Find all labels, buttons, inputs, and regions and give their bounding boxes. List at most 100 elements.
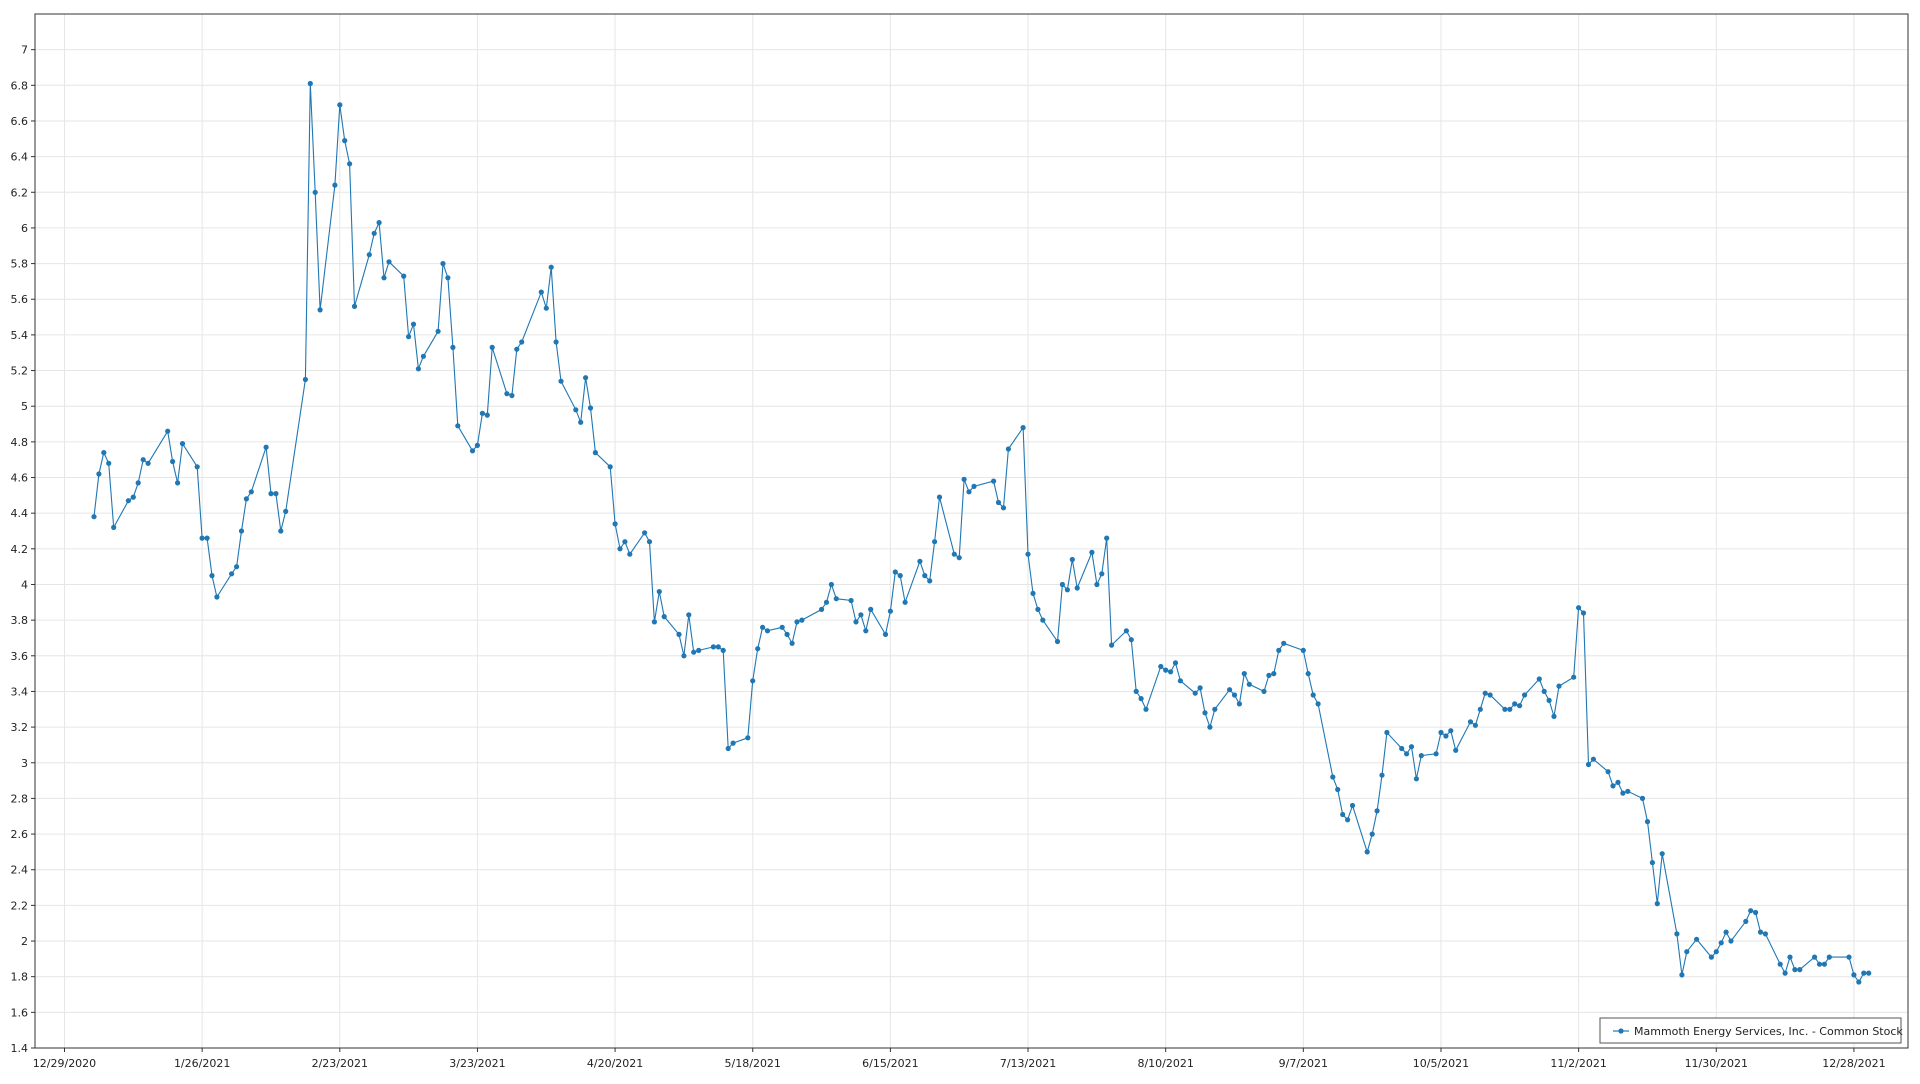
- data-point: [1030, 590, 1036, 597]
- data-point: [612, 521, 618, 527]
- data-point: [1020, 425, 1026, 431]
- data-point: [1708, 954, 1714, 960]
- data-point: [1590, 756, 1596, 762]
- data-point: [543, 305, 549, 311]
- y-tick-label: 5.2: [11, 365, 29, 378]
- data-point: [1448, 728, 1454, 734]
- data-point: [351, 303, 358, 309]
- data-point: [1163, 667, 1169, 673]
- y-tick-label: 2.8: [11, 792, 29, 805]
- x-tick-label: 3/23/2021: [449, 1057, 505, 1070]
- data-point: [1168, 669, 1174, 675]
- data-point: [381, 275, 387, 281]
- data-point: [479, 410, 485, 416]
- data-point: [642, 530, 648, 536]
- data-point: [868, 606, 874, 613]
- data-point: [1379, 772, 1385, 778]
- data-point: [1069, 556, 1075, 563]
- y-tick-label: 6.8: [11, 79, 29, 92]
- data-point: [1674, 931, 1680, 937]
- data-point: [283, 508, 289, 514]
- data-point: [1694, 936, 1700, 942]
- data-point: [1384, 729, 1390, 736]
- data-point: [450, 344, 456, 350]
- data-point: [1197, 685, 1203, 691]
- data-point: [263, 444, 269, 450]
- data-point: [125, 498, 131, 504]
- data-point: [932, 539, 938, 545]
- x-tick-label: 10/5/2021: [1413, 1057, 1469, 1070]
- data-point: [1054, 638, 1061, 645]
- data-point: [1413, 776, 1419, 782]
- data-point: [819, 606, 825, 613]
- data-point: [1659, 851, 1665, 857]
- data-point: [956, 555, 962, 561]
- data-point: [273, 491, 279, 497]
- data-point: [175, 480, 181, 486]
- data-point: [1507, 706, 1513, 712]
- data-point: [784, 631, 790, 638]
- data-point: [484, 412, 490, 418]
- data-point: [312, 189, 318, 195]
- data-point: [302, 376, 308, 383]
- data-point: [1261, 688, 1267, 695]
- data-point: [145, 460, 151, 466]
- x-tick-label: 2/23/2021: [312, 1057, 368, 1070]
- data-point: [651, 619, 658, 625]
- y-tick-label: 7: [21, 44, 28, 57]
- y-tick-label: 4.4: [11, 507, 29, 520]
- y-tick-label: 6: [21, 222, 28, 235]
- data-point: [592, 450, 599, 456]
- x-tick-label: 12/29/2020: [33, 1057, 96, 1070]
- data-point: [710, 644, 717, 650]
- data-point: [1743, 918, 1749, 925]
- data-point: [1418, 753, 1424, 759]
- data-point: [91, 514, 97, 520]
- data-point: [1644, 819, 1651, 825]
- legend-box: [1599, 1017, 1902, 1044]
- y-tick-label: 1.6: [11, 1006, 29, 1019]
- data-point: [243, 496, 249, 502]
- data-point: [248, 489, 254, 495]
- data-point: [1177, 678, 1183, 684]
- data-point: [573, 407, 579, 413]
- data-point: [1512, 701, 1518, 707]
- data-point: [371, 230, 377, 236]
- legend-swatch-marker: [1618, 1028, 1624, 1034]
- data-point: [170, 458, 176, 465]
- data-point: [558, 378, 564, 384]
- data-point: [1241, 671, 1247, 677]
- data-point: [342, 138, 348, 144]
- data-point: [1625, 788, 1631, 794]
- x-tick-label: 12/28/2021: [1822, 1057, 1885, 1070]
- data-point: [489, 344, 495, 350]
- data-point: [165, 428, 171, 434]
- data-point: [1861, 970, 1867, 976]
- y-tick-label: 3.8: [11, 614, 29, 627]
- data-point: [366, 252, 372, 258]
- data-point: [1025, 551, 1031, 557]
- data-point: [1753, 909, 1759, 916]
- data-point: [991, 478, 997, 484]
- data-point: [469, 448, 476, 454]
- data-point: [1104, 535, 1110, 541]
- data-point: [106, 460, 112, 466]
- data-point: [1585, 761, 1592, 768]
- data-point: [897, 573, 903, 579]
- data-point: [882, 631, 889, 638]
- data-point: [936, 494, 943, 500]
- data-point: [1300, 647, 1306, 654]
- data-point: [140, 457, 146, 463]
- data-point: [229, 571, 235, 577]
- data-point: [553, 339, 559, 345]
- data-point: [509, 392, 515, 399]
- data-point: [101, 450, 107, 456]
- data-point: [1541, 688, 1547, 695]
- axes: 1.4 1.6 1.8 2 2.2 2.4 2.6 2.8 3 3.2 3.4 3.6 3.8 4 4.2 4…: [11, 13, 1909, 1070]
- y-tick-label: 6.6: [11, 115, 29, 128]
- y-tick-label: 4: [21, 578, 28, 591]
- data-point: [863, 628, 869, 634]
- data-point: [1610, 783, 1616, 789]
- data-point: [966, 489, 972, 495]
- data-point: [307, 80, 313, 87]
